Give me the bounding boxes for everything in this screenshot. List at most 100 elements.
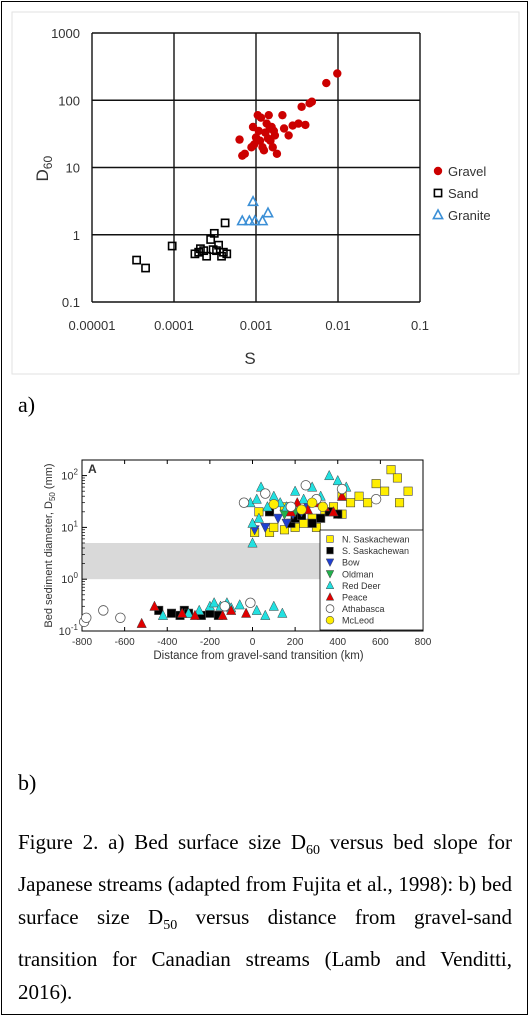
- data-point-peace: [336, 490, 348, 501]
- legend-marker-athabasca: [325, 604, 335, 613]
- legend-marker-oldman: [325, 570, 335, 579]
- data-point-gravel: [256, 113, 266, 122]
- y-tick-label: 1: [73, 228, 80, 243]
- data-point-peace: [189, 609, 201, 620]
- data-point-red-deer: [298, 493, 309, 504]
- x-axis-label: S: [244, 349, 255, 368]
- data-point-gravel: [270, 131, 280, 140]
- x-tick-label: 0.001: [240, 318, 273, 333]
- x-tick-label: -600: [115, 637, 135, 648]
- data-point-red-deer: [260, 609, 271, 620]
- x-tick-label: -800: [72, 637, 92, 648]
- y-tick-label: 100: [61, 571, 78, 586]
- data-point-red-deer: [332, 474, 343, 486]
- legend-label-oldman: Oldman: [342, 569, 374, 579]
- data-point-n-saskachewan: [386, 465, 396, 475]
- x-tick-label: -400: [157, 637, 177, 648]
- data-point-athabasca: [285, 501, 297, 512]
- y-tick-label: 10: [66, 161, 80, 176]
- data-point-red-deer: [234, 599, 245, 610]
- x-tick-label: 200: [287, 637, 304, 648]
- caption-text-3: versus distance from gravel-sand transit…: [18, 905, 512, 1005]
- panel-label-b: b): [18, 770, 37, 795]
- data-point-athabasca: [115, 612, 126, 623]
- data-point-peace: [177, 607, 188, 618]
- data-point-gravel: [322, 78, 331, 88]
- data-point-granite: [247, 195, 259, 207]
- legend-marker-s-saskachewan: [326, 547, 334, 555]
- caption-sub-2: 50: [163, 918, 178, 934]
- data-point-mcleod: [317, 501, 328, 512]
- data-point-gravel: [278, 110, 287, 120]
- legend-label-red-deer: Red Deer: [342, 581, 381, 591]
- panel-label-a: a): [18, 392, 36, 417]
- data-point-gravel: [264, 110, 273, 120]
- data-point-gravel: [235, 135, 244, 144]
- data-point-athabasca: [81, 612, 92, 623]
- y-tick-label: 10-1: [59, 623, 79, 638]
- data-point-red-deer: [247, 537, 258, 548]
- data-point-bow: [272, 513, 284, 525]
- data-point-mcleod: [268, 499, 279, 510]
- data-point-red-deer: [251, 604, 262, 615]
- data-point-peace: [217, 609, 228, 620]
- legend-label-mcleod: McLeod: [342, 616, 374, 626]
- data-point-athabasca: [98, 605, 109, 616]
- chart-a: 0.1 1 10 100 1000 0.00001 0.0001 0.001 0.01 0.1 S D…: [11, 11, 520, 375]
- y-tick-exponent: -1: [71, 623, 79, 632]
- x-tick-label: 0.01: [325, 318, 350, 333]
- data-point-gravel: [259, 146, 269, 155]
- x-tick-label: -200: [200, 637, 220, 648]
- legend-label-peace: Peace: [342, 593, 368, 603]
- data-point-gravel: [297, 102, 306, 111]
- data-point-red-deer: [290, 485, 301, 496]
- x-tick-label: 0.00001: [69, 318, 116, 333]
- data-point-sand: [220, 218, 230, 228]
- data-point-sand: [214, 240, 224, 250]
- data-point-athabasca: [219, 601, 230, 612]
- data-point-gravel: [279, 124, 289, 133]
- y-tick-exponent: 2: [74, 468, 79, 477]
- data-point-red-deer: [324, 469, 335, 481]
- data-point-sand: [141, 263, 150, 273]
- data-point-n-saskachewan: [354, 491, 364, 501]
- y-tick-base: 10: [61, 522, 73, 534]
- caption-text-1: Figure 2. a) Bed surface size D: [18, 830, 306, 854]
- data-point-granite: [256, 214, 269, 226]
- caption-sub-1: 60: [305, 843, 320, 859]
- legend-label-granite: Granite: [448, 208, 491, 223]
- y-tick-base: 10: [61, 471, 73, 483]
- figure-caption: Figure 2. a) Bed surface size D60 versus…: [18, 826, 512, 1010]
- data-point-granite: [248, 214, 261, 226]
- y-axis-label: D60: [33, 156, 55, 182]
- data-point-red-deer: [247, 517, 258, 528]
- legend-label-athabasca: Athabasca: [342, 604, 385, 614]
- legend-marker-bow: [325, 558, 335, 568]
- data-point-gravel: [301, 120, 310, 130]
- y-tick-label: 100: [58, 93, 80, 108]
- y-tick-base: 10: [61, 574, 73, 586]
- data-point-bow: [260, 522, 271, 534]
- data-point-sand: [202, 251, 212, 261]
- data-point-red-deer: [183, 607, 194, 618]
- data-point-athabasca: [238, 497, 250, 508]
- data-point-red-deer: [277, 607, 288, 618]
- data-point-n-saskachewan: [395, 498, 405, 508]
- y-axis-label-unit: (mm): [43, 463, 55, 492]
- data-point-gravel: [254, 126, 263, 136]
- data-point-n-saskachewan: [371, 479, 381, 489]
- data-point-n-saskachewan: [363, 498, 373, 508]
- data-point-gravel: [333, 69, 342, 78]
- legend-marker-sand: [433, 188, 443, 198]
- data-point-gravel: [284, 131, 293, 140]
- data-point-n-saskachewan: [392, 473, 402, 483]
- data-point-red-deer: [268, 490, 279, 501]
- data-point-peace: [149, 600, 160, 611]
- data-point-red-deer: [157, 609, 169, 620]
- data-point-granite: [236, 214, 249, 226]
- data-point-n-saskachewan: [380, 486, 390, 496]
- y-axis-label: Bed sediment diameter, D50 (mm): [43, 463, 57, 627]
- y-tick-exponent: 0: [74, 571, 79, 580]
- data-point-mcleod: [296, 504, 307, 515]
